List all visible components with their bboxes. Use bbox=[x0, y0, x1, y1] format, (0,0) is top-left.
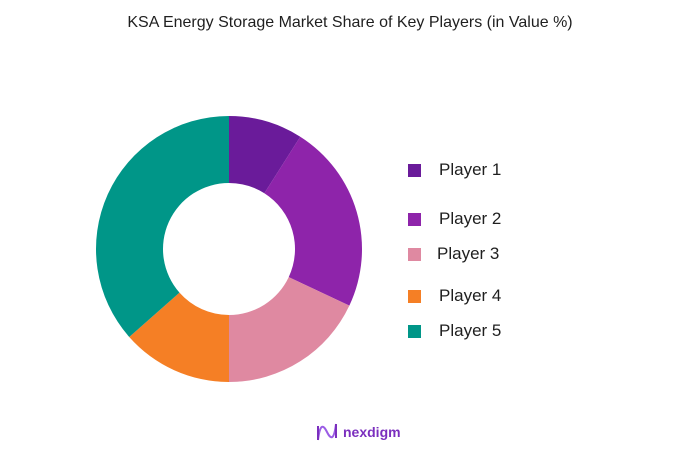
donut-slice-player-1 bbox=[229, 116, 301, 194]
legend-label: Player 1 bbox=[439, 160, 502, 179]
legend-label: Player 4 bbox=[439, 286, 502, 305]
legend-swatch bbox=[408, 247, 421, 261]
logo-text: nexdigm bbox=[343, 424, 401, 440]
donut-slice-player-5 bbox=[96, 116, 230, 337]
legend-swatch bbox=[408, 212, 421, 226]
legend-swatch bbox=[408, 324, 421, 338]
legend-item-player-2: Player 2 bbox=[408, 209, 501, 229]
legend-item-player-3: Player 3 bbox=[408, 244, 499, 264]
legend-item-player-5: Player 5 bbox=[408, 321, 501, 341]
donut-slice-player-4 bbox=[129, 292, 229, 382]
nexdigm-logo: nexdigm bbox=[316, 422, 401, 442]
legend-item-player-4: Player 4 bbox=[408, 286, 501, 306]
legend-item-player-1: Player 1 bbox=[408, 160, 501, 180]
legend-swatch bbox=[408, 289, 421, 303]
nexdigm-wave-icon bbox=[317, 423, 337, 441]
chart-title: KSA Energy Storage Market Share of Key P… bbox=[127, 14, 573, 31]
donut-slice-player-3 bbox=[229, 277, 350, 382]
legend-label: Player 3 bbox=[437, 244, 500, 263]
legend-swatch bbox=[408, 163, 421, 177]
legend-label: Player 5 bbox=[439, 321, 502, 340]
donut-slice-player-2 bbox=[264, 136, 362, 306]
legend-label: Player 2 bbox=[439, 209, 502, 228]
